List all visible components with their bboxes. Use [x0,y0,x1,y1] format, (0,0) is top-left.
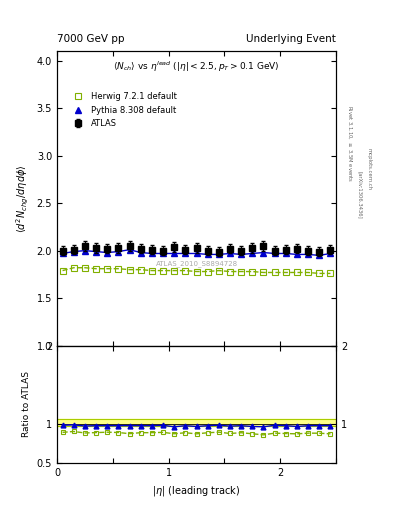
Pythia 8.308 default [306,251,310,258]
Herwig 7.2.1 default [60,267,65,273]
Text: Rivet 3.1.10, $\geq$ 3.5M events: Rivet 3.1.10, $\geq$ 3.5M events [346,105,353,182]
Herwig 7.2.1 default [272,269,277,275]
Text: 7000 GeV pp: 7000 GeV pp [57,33,125,44]
Herwig 7.2.1 default [328,270,333,276]
Text: Underlying Event: Underlying Event [246,33,336,44]
Text: mcplots.cern.ch: mcplots.cern.ch [366,148,371,190]
Y-axis label: Ratio to ATLAS: Ratio to ATLAS [22,372,31,437]
Line: Pythia 8.308 default: Pythia 8.308 default [60,247,333,258]
Pythia 8.308 default [138,249,143,255]
Text: [arXiv:1306.3436]: [arXiv:1306.3436] [357,170,362,219]
Pythia 8.308 default [205,251,210,258]
Pythia 8.308 default [183,250,188,257]
Herwig 7.2.1 default [161,267,165,273]
Herwig 7.2.1 default [205,268,210,274]
Pythia 8.308 default [272,250,277,257]
Pythia 8.308 default [172,250,176,257]
Pythia 8.308 default [317,252,321,259]
Pythia 8.308 default [105,249,110,255]
Herwig 7.2.1 default [239,268,244,274]
Herwig 7.2.1 default [217,267,221,273]
Pythia 8.308 default [72,248,76,254]
Pythia 8.308 default [328,250,333,257]
Pythia 8.308 default [283,250,288,257]
Herwig 7.2.1 default [295,269,299,275]
Herwig 7.2.1 default [250,268,255,274]
Pythia 8.308 default [127,247,132,253]
Herwig 7.2.1 default [127,267,132,273]
Herwig 7.2.1 default [172,267,176,273]
Pythia 8.308 default [94,248,98,254]
Herwig 7.2.1 default [317,270,321,276]
Herwig 7.2.1 default [149,267,154,273]
Herwig 7.2.1 default [283,269,288,275]
Y-axis label: $\langle d^2 N_{chg}/d\eta d\phi \rangle$: $\langle d^2 N_{chg}/d\eta d\phi \rangle… [15,164,31,233]
Herwig 7.2.1 default [183,267,188,273]
Pythia 8.308 default [239,251,244,258]
Line: Herwig 7.2.1 default: Herwig 7.2.1 default [60,265,333,276]
Text: $\langle N_{ch}\rangle$ vs $\eta^{lead}$ ($|\eta| < 2.5, p_T > 0.1$ GeV): $\langle N_{ch}\rangle$ vs $\eta^{lead}$… [113,60,280,74]
Herwig 7.2.1 default [72,265,76,271]
Herwig 7.2.1 default [306,269,310,275]
Text: ATLAS_2010_S8894728: ATLAS_2010_S8894728 [156,260,237,267]
Herwig 7.2.1 default [105,266,110,272]
Pythia 8.308 default [149,250,154,257]
Herwig 7.2.1 default [83,265,87,271]
Herwig 7.2.1 default [261,269,266,275]
Pythia 8.308 default [83,248,87,254]
X-axis label: $|\eta|$ (leading track): $|\eta|$ (leading track) [152,484,241,498]
Herwig 7.2.1 default [228,268,232,274]
Legend: Herwig 7.2.1 default, Pythia 8.308 default, ATLAS: Herwig 7.2.1 default, Pythia 8.308 defau… [67,91,178,130]
Herwig 7.2.1 default [138,267,143,273]
Herwig 7.2.1 default [94,266,98,272]
Pythia 8.308 default [250,250,255,257]
Herwig 7.2.1 default [116,266,121,272]
Pythia 8.308 default [60,250,65,257]
Pythia 8.308 default [261,249,266,255]
Bar [57,419,336,426]
Herwig 7.2.1 default [194,268,199,274]
Pythia 8.308 default [228,250,232,257]
Pythia 8.308 default [161,250,165,257]
Pythia 8.308 default [194,250,199,257]
Pythia 8.308 default [295,251,299,258]
Pythia 8.308 default [217,251,221,258]
Pythia 8.308 default [116,248,121,254]
